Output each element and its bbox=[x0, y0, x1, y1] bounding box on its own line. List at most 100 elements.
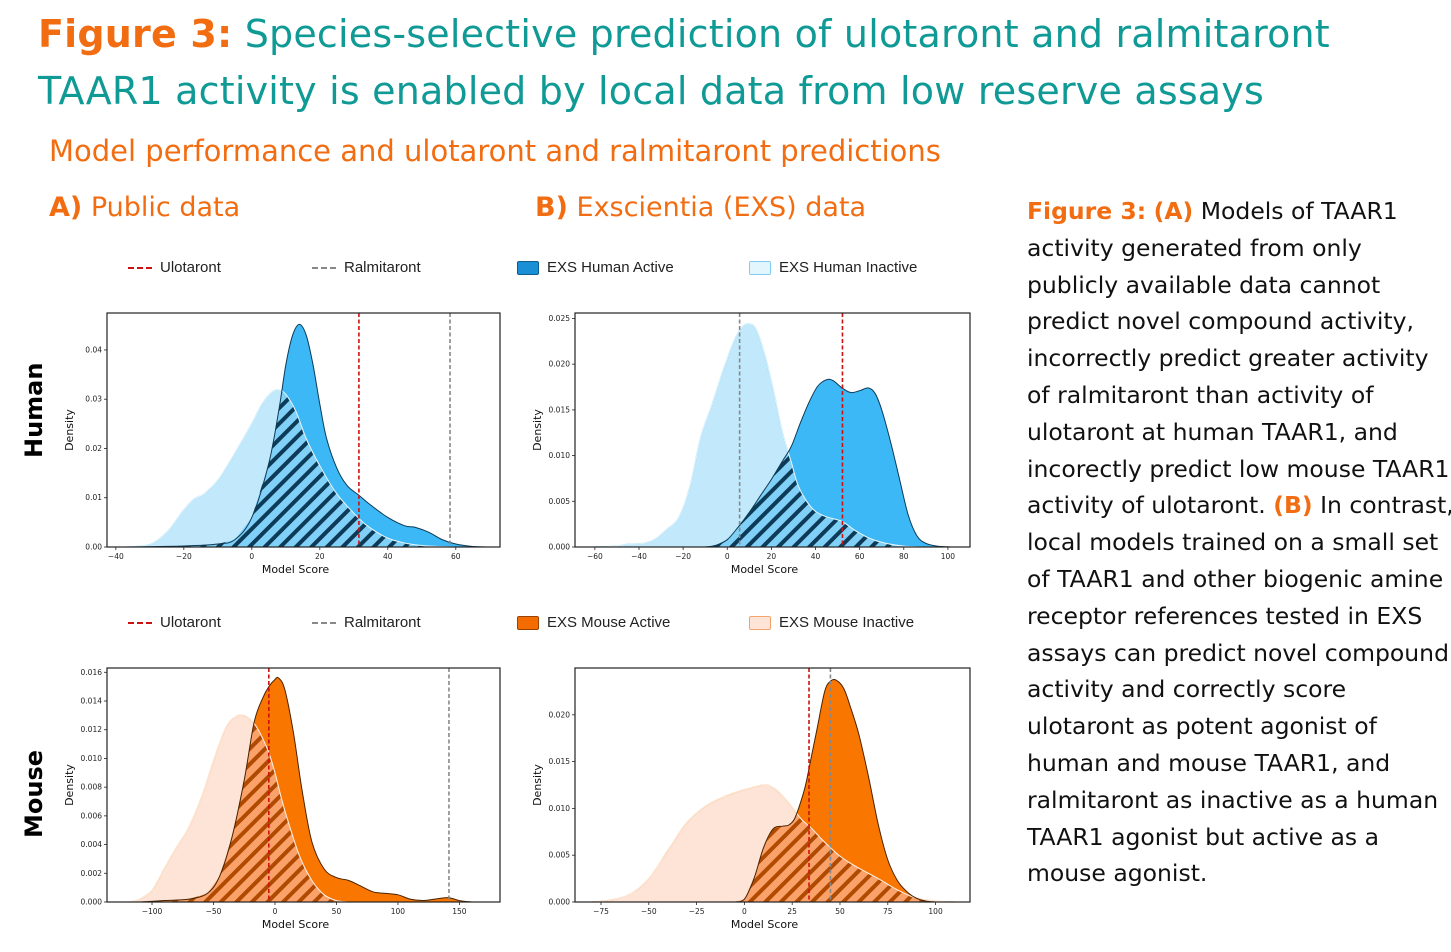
chart-exs-mouse: −75 −50 −25 0 25 50 75 100 0.000 0.005 0.010 0.015 0… bbox=[531, 667, 971, 931]
legend-label: Ralmitaront bbox=[344, 259, 421, 276]
overlap-hatched-area bbox=[705, 451, 926, 547]
legend-swatch-icon bbox=[749, 260, 771, 275]
x-tick-label: 20 bbox=[767, 552, 777, 561]
y-axis-label: Density bbox=[531, 764, 544, 806]
plot-frame bbox=[574, 667, 971, 903]
y-tick-label: 0.02 bbox=[85, 444, 102, 453]
y-tick-label: 0.020 bbox=[549, 360, 571, 369]
y-tick-label: 0.010 bbox=[81, 754, 103, 763]
figure-title-text-1: Species-selective prediction of ulotaron… bbox=[244, 12, 1330, 56]
y-tick-label: 0.008 bbox=[81, 783, 103, 792]
y-axis-label: Density bbox=[531, 409, 544, 451]
legend-label: EXS Mouse Active bbox=[547, 614, 671, 631]
y-tick-label: 0.01 bbox=[85, 493, 102, 502]
panel-a-letter: A) bbox=[49, 192, 83, 223]
x-tick-label: 0 bbox=[249, 552, 254, 561]
chart-public-human: −40 −20 0 20 40 60 0.00 0.01 0.02 0.03 0.04 Model S… bbox=[63, 312, 501, 576]
y-tick-label: 0.005 bbox=[549, 497, 571, 506]
x-tick-label: 60 bbox=[451, 552, 461, 561]
y-tick-label: 0.025 bbox=[549, 314, 571, 323]
x-tick-label: 0 bbox=[725, 552, 730, 561]
x-tick-label: 0 bbox=[273, 907, 278, 916]
panel-b-label: Exscientia (EXS) data bbox=[576, 192, 867, 223]
inactive-density-highlight bbox=[591, 784, 955, 902]
legend-item-ulotaront: Ulotaront bbox=[128, 614, 221, 631]
legend-label: EXS Mouse Inactive bbox=[779, 614, 915, 631]
figure-title-line-2: TAAR1 activity is enabled by local data … bbox=[38, 69, 1264, 113]
caption-prefix: Figure 3: bbox=[1027, 197, 1147, 225]
plot-area bbox=[591, 668, 955, 902]
plot-frame bbox=[106, 312, 501, 548]
legend-item-ralmitaront: Ralmitaront bbox=[312, 259, 421, 276]
x-tick-label: −100 bbox=[142, 907, 163, 916]
x-tick-label: 50 bbox=[835, 907, 845, 916]
legend-item-mouse-active: EXS Mouse Active bbox=[517, 614, 670, 631]
legend-item-human-active: EXS Human Active bbox=[517, 259, 674, 276]
plot-area bbox=[594, 313, 953, 547]
active-density-line bbox=[705, 378, 953, 547]
legend-mouse: Ulotaront Ralmitaront EXS Mouse Active E… bbox=[128, 614, 968, 638]
x-tick-label: 60 bbox=[855, 552, 865, 561]
y-tick-label: 0.000 bbox=[549, 898, 571, 907]
active-density-line bbox=[126, 323, 490, 547]
x-tick-label: −75 bbox=[593, 907, 609, 916]
y-tick-label: 0.00 bbox=[85, 543, 102, 552]
caption-b-marker: (B) bbox=[1273, 491, 1313, 520]
y-tick-label: 0.000 bbox=[81, 898, 103, 907]
caption-b-text: In contrast, local models trained on a s… bbox=[1027, 491, 1451, 888]
caption-a-text: Models of TAAR1 activity generated from … bbox=[1027, 197, 1450, 520]
panel-b-letter: B) bbox=[535, 192, 568, 223]
figure-title-prefix: Figure 3: bbox=[38, 12, 233, 56]
active-density-line bbox=[139, 676, 472, 902]
legend-swatch-icon bbox=[749, 615, 771, 630]
legend-item-human-inactive: EXS Human Inactive bbox=[749, 259, 917, 276]
legend-human: Ulotaront Ralmitaront EXS Human Active E… bbox=[128, 259, 968, 283]
y-axis-label: Density bbox=[63, 764, 76, 806]
x-tick-label: −40 bbox=[631, 552, 647, 561]
y-tick-label: 0.012 bbox=[81, 725, 103, 734]
legend-item-mouse-inactive: EXS Mouse Inactive bbox=[749, 614, 914, 631]
chart-public-mouse: −100 −50 0 50 100 150 0.000 0.002 0.004 0.006 0.00… bbox=[63, 667, 501, 931]
y-tick-label: 0.04 bbox=[85, 345, 102, 354]
legend-dashed-line-icon bbox=[128, 621, 152, 624]
y-tick-label: 0.015 bbox=[549, 757, 571, 766]
x-tick-label: −60 bbox=[587, 552, 603, 561]
legend-dashed-line-icon bbox=[312, 621, 336, 624]
x-tick-label: −20 bbox=[675, 552, 691, 561]
panel-a-label: Public data bbox=[90, 192, 241, 223]
y-tick-label: 0.000 bbox=[549, 543, 571, 552]
figure-title-line-1: Figure 3: Species-selective prediction o… bbox=[38, 6, 1438, 63]
x-tick-label: −50 bbox=[641, 907, 657, 916]
x-tick-label: 100 bbox=[928, 907, 943, 916]
legend-label: Ulotaront bbox=[160, 259, 221, 276]
panel-b-heading: B) Exscientia (EXS) data bbox=[535, 192, 866, 223]
x-tick-label: 40 bbox=[383, 552, 393, 561]
x-tick-label: 100 bbox=[391, 907, 406, 916]
inactive-density-highlight bbox=[125, 389, 473, 547]
x-axis-label: Model Score bbox=[262, 918, 330, 931]
legend-dashed-line-icon bbox=[312, 266, 336, 269]
inactive-density-highlight bbox=[594, 323, 926, 547]
inactive-density-area bbox=[594, 323, 926, 547]
overlap-hatched-area bbox=[126, 392, 473, 547]
x-tick-label: −50 bbox=[206, 907, 222, 916]
x-axis-label: Model Score bbox=[262, 563, 330, 576]
figure-caption: Figure 3: (A) Models of TAAR1 activity g… bbox=[1027, 193, 1451, 892]
legend-dashed-line-icon bbox=[128, 266, 152, 269]
figure-title: Figure 3: Species-selective prediction o… bbox=[38, 6, 1438, 120]
panel-a-heading: A) Public data bbox=[49, 192, 240, 223]
x-tick-label: 150 bbox=[452, 907, 467, 916]
plot-area bbox=[129, 668, 472, 902]
x-tick-label: 20 bbox=[315, 552, 325, 561]
active-density-line bbox=[734, 678, 936, 902]
y-tick-label: 0.004 bbox=[81, 840, 103, 849]
x-tick-label: 0 bbox=[742, 907, 747, 916]
x-tick-label: 75 bbox=[883, 907, 893, 916]
figure-subtitle: Model performance and ulotaront and ralm… bbox=[49, 134, 941, 168]
active-density-area bbox=[126, 324, 490, 547]
plot-area bbox=[125, 313, 490, 547]
y-tick-label: 0.015 bbox=[549, 405, 571, 414]
x-tick-label: 40 bbox=[811, 552, 821, 561]
x-tick-label: 80 bbox=[899, 552, 909, 561]
